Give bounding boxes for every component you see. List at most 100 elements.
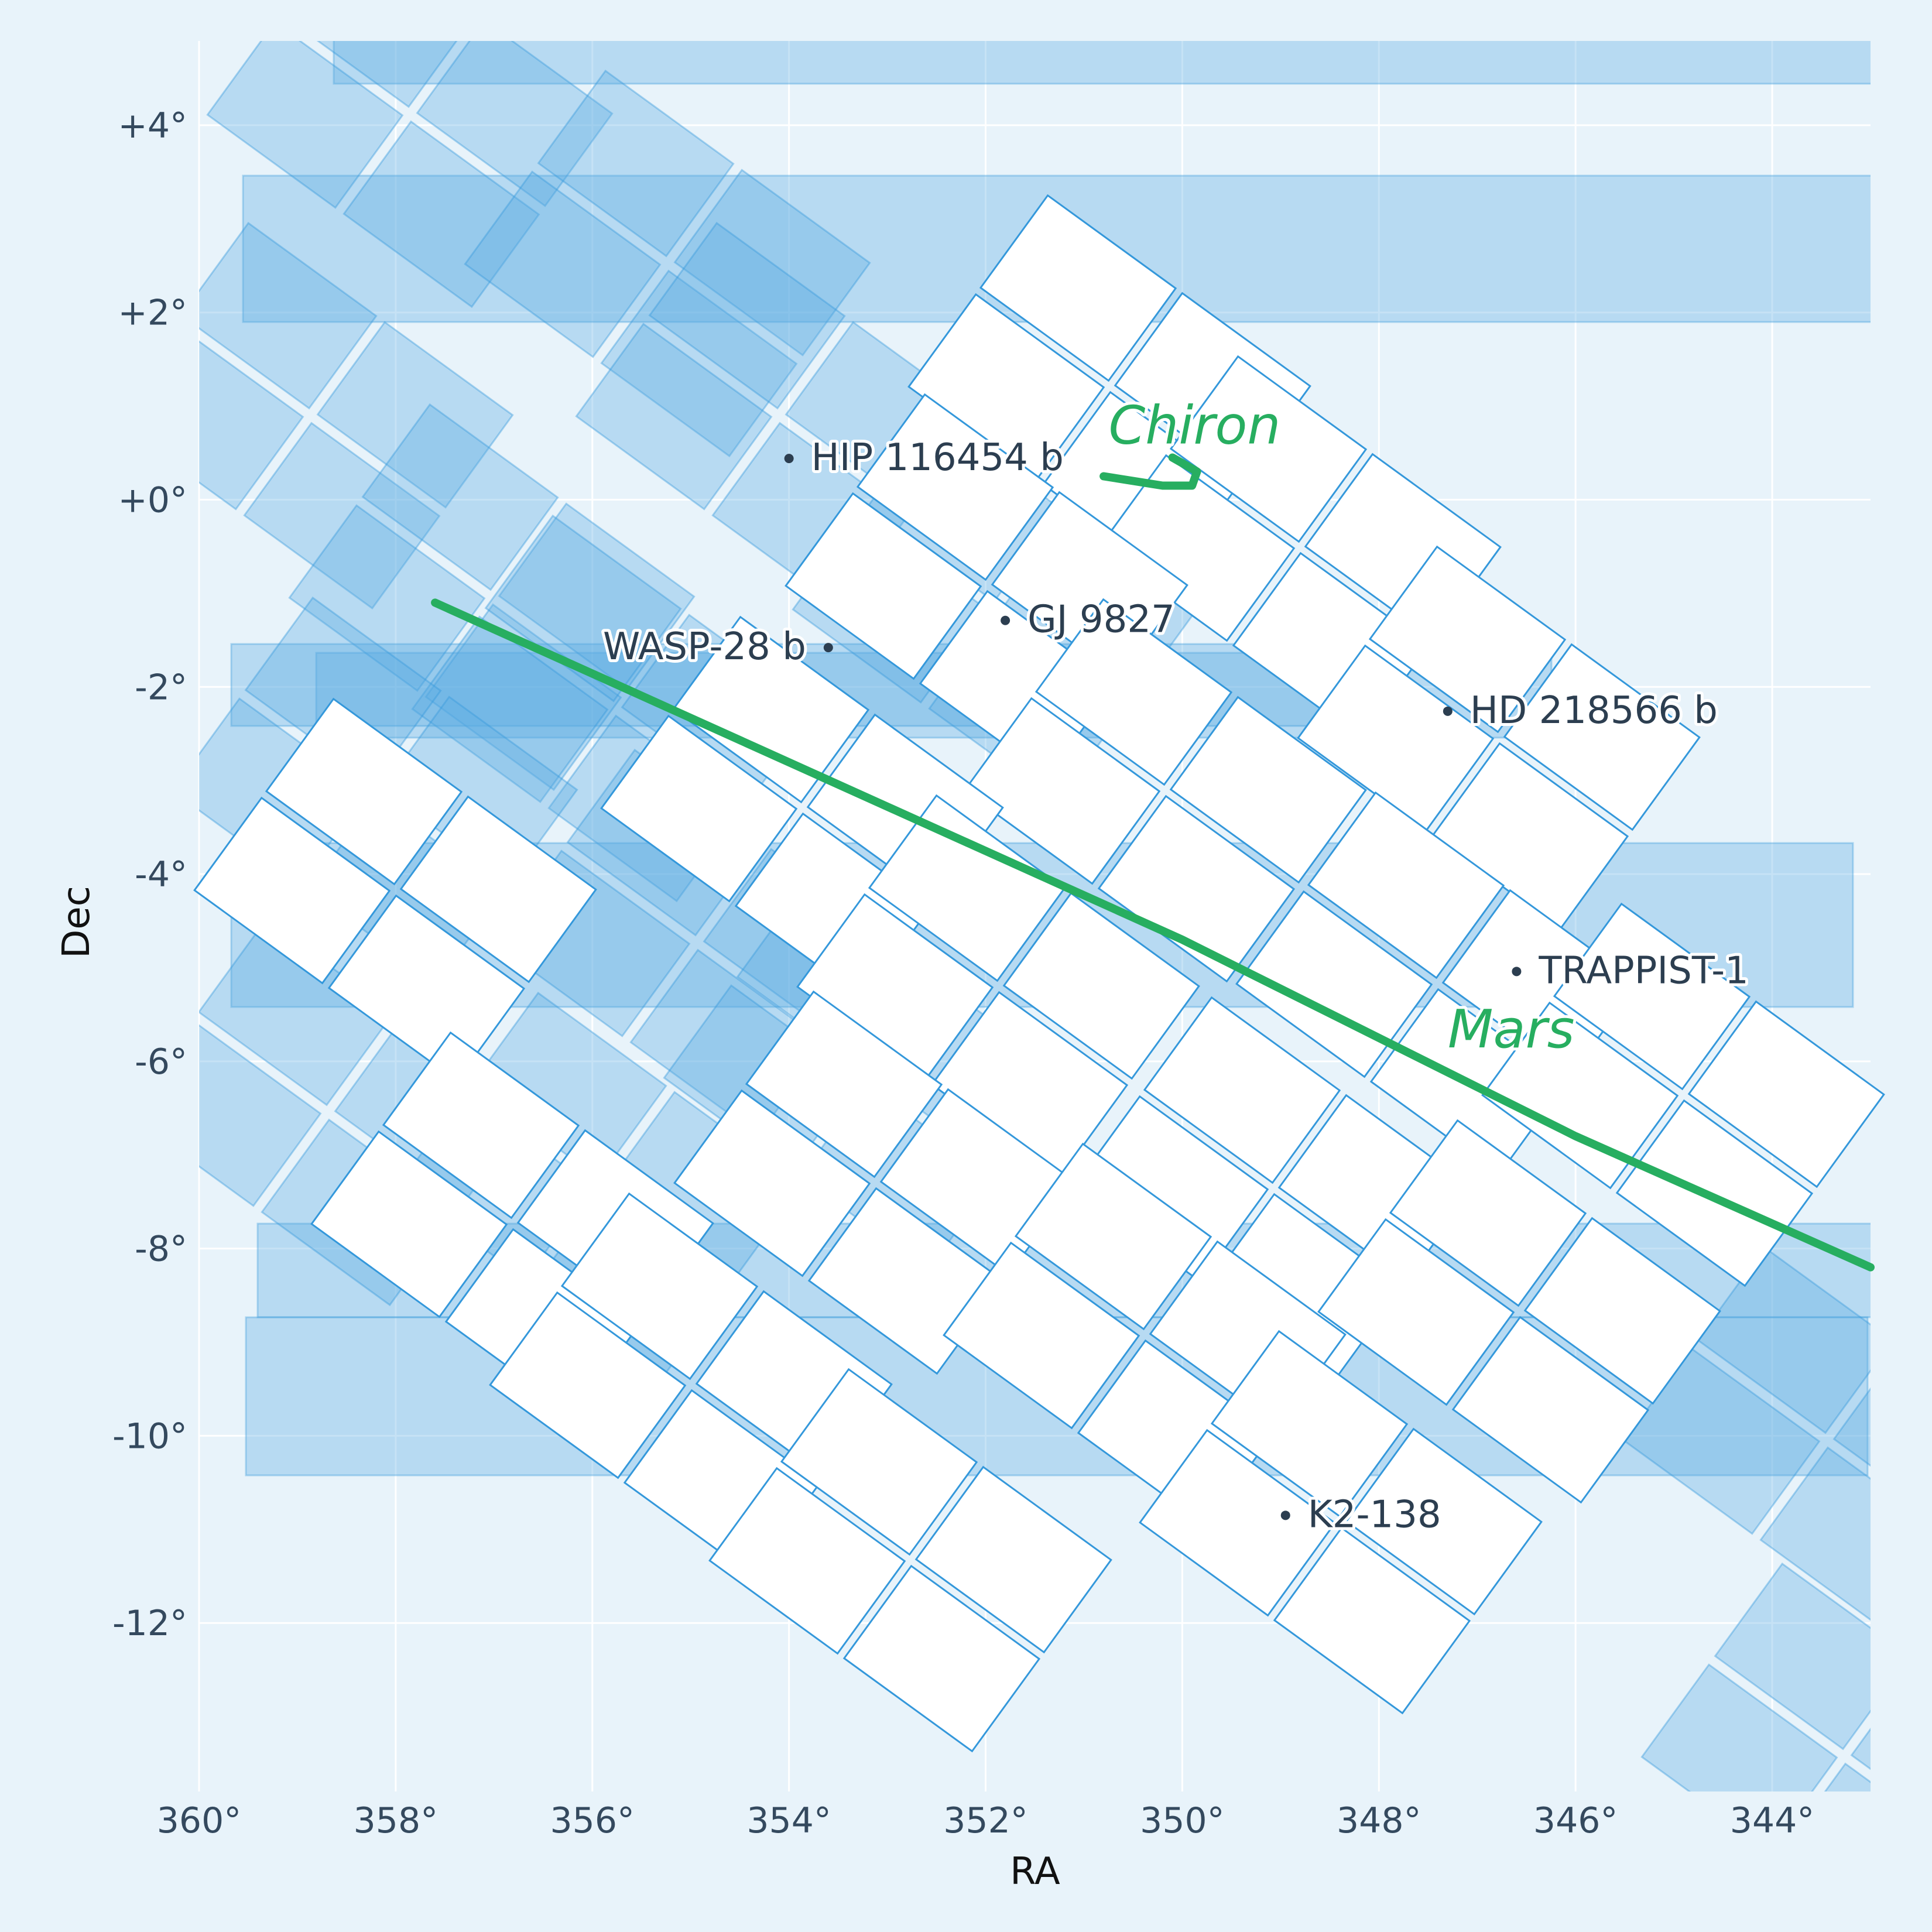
y-tick-label: +0°	[118, 479, 187, 520]
previous-field-module	[1714, 1562, 1871, 1751]
previous-field-module	[199, 340, 304, 511]
y-tick-label: -8°	[135, 1229, 187, 1270]
track-label-mars: Mars	[1448, 999, 1575, 1060]
target-label: TRAPPIST-1	[1538, 949, 1748, 992]
previous-field-module	[199, 221, 378, 410]
previous-field-module	[1759, 1446, 1871, 1621]
previous-field-module	[673, 169, 871, 357]
current-field-module	[708, 1467, 906, 1655]
current-field-module	[1139, 1429, 1337, 1617]
current-field-module	[1451, 1316, 1650, 1504]
current-field-module	[600, 714, 798, 903]
current-field-module	[489, 1291, 687, 1479]
x-tick-label: 358°	[354, 1800, 439, 1841]
x-tick-label: 352°	[943, 1800, 1028, 1841]
current-field-module	[1143, 996, 1341, 1184]
current-field-module	[979, 194, 1177, 382]
track-mars	[431, 598, 1875, 1272]
current-field-module	[560, 1192, 759, 1381]
current-field-module	[868, 794, 1066, 982]
previous-field-module	[316, 321, 514, 509]
current-field-module	[382, 1031, 580, 1220]
x-axis-label: RA	[1010, 1850, 1060, 1893]
previous-field-module	[316, 41, 458, 108]
current-field-module	[1345, 1427, 1543, 1616]
y-tick-label: -6°	[135, 1042, 187, 1083]
current-field-module	[1169, 696, 1367, 884]
previous-field-module	[342, 120, 540, 309]
current-field-module	[1523, 1217, 1721, 1405]
current-field-module	[1273, 1526, 1471, 1715]
previous-field-module	[575, 323, 773, 511]
previous-field-module	[537, 69, 735, 258]
current-field-module	[1368, 545, 1567, 734]
y-tick-label: +4°	[118, 105, 187, 146]
x-tick-labels: 360° 358° 356° 354° 352° 350° 348° 346° 344°	[157, 1800, 1815, 1841]
x-tick-label: 356°	[550, 1800, 635, 1841]
current-field-module	[1002, 892, 1200, 1080]
y-tick-label: -4°	[135, 854, 187, 895]
target-label: HD 218566 b	[1470, 689, 1718, 732]
current-field-module	[1389, 1119, 1587, 1307]
previous-field-module	[1832, 1387, 1871, 1467]
previous-field-module	[648, 221, 846, 410]
current-field-module	[856, 393, 1054, 581]
current-campaign-fields	[193, 194, 1885, 1753]
y-tick-label: -12°	[112, 1603, 187, 1644]
current-field-module	[943, 1241, 1140, 1430]
x-tick-label: 344°	[1730, 1800, 1815, 1841]
target-label: K2-138	[1308, 1493, 1441, 1536]
previous-field-module	[1850, 1727, 1871, 1770]
y-tick-labels: +4° +2° +0° -2° -4° -6° -8° -10° -12°	[112, 105, 187, 1644]
previous-field-module	[411, 615, 609, 803]
target-marker	[1280, 1510, 1290, 1520]
target-label: HIP 116454 b	[811, 436, 1064, 479]
previous-field-module	[1696, 1246, 1871, 1434]
current-field-module	[1307, 791, 1505, 979]
target-marker	[1001, 615, 1010, 625]
current-field-module	[1097, 794, 1296, 983]
previous-field-module	[464, 170, 662, 358]
current-field-module	[745, 990, 943, 1179]
current-field-module	[1210, 1330, 1409, 1518]
targets: HIP 116454 b WASP-28 b GJ 9827 HD 218566 b T…	[600, 433, 1752, 1539]
x-tick-label: 354°	[746, 1800, 831, 1841]
previous-field-module	[600, 269, 798, 458]
track-chiron	[1099, 453, 1201, 490]
previous-field-strip	[333, 41, 1871, 85]
previous-field-module	[288, 504, 486, 692]
current-field-module	[1034, 598, 1233, 786]
previous-field-module	[361, 403, 559, 591]
target-marker	[1512, 967, 1522, 977]
previous-field-module	[243, 422, 441, 610]
current-field-module	[310, 1130, 508, 1318]
current-field-module	[1553, 902, 1751, 1091]
current-field-module	[1503, 643, 1701, 831]
target-label: GJ 9827	[1027, 598, 1175, 642]
current-field-module	[1098, 454, 1296, 642]
x-tick-label: 360°	[157, 1800, 242, 1841]
current-field-module	[1687, 1000, 1885, 1188]
current-field-module	[780, 1368, 978, 1556]
track-label-chiron: Chiron	[1108, 395, 1280, 457]
target-label: WASP-28 b	[603, 625, 806, 669]
previous-field-module	[484, 514, 682, 703]
current-field-module	[963, 697, 1161, 885]
y-axis-label: Dec	[55, 886, 98, 958]
current-field-module	[193, 796, 391, 985]
current-field-module	[672, 615, 870, 804]
x-tick-label: 348°	[1337, 1800, 1421, 1841]
previous-field-module	[206, 41, 404, 209]
previous-field-module	[1824, 1762, 1871, 1791]
target-marker	[784, 454, 794, 464]
previous-field-module	[199, 1024, 322, 1207]
solar-system-tracks: Mars Chiron	[431, 392, 1875, 1272]
y-tick-label: -2°	[135, 667, 187, 708]
current-field-module	[842, 1564, 1041, 1753]
current-field-module	[1317, 1218, 1515, 1406]
y-tick-label: -10°	[112, 1416, 187, 1457]
current-field-module	[265, 697, 463, 886]
current-field-module	[1481, 1001, 1679, 1190]
x-tick-label: 346°	[1533, 1800, 1618, 1841]
